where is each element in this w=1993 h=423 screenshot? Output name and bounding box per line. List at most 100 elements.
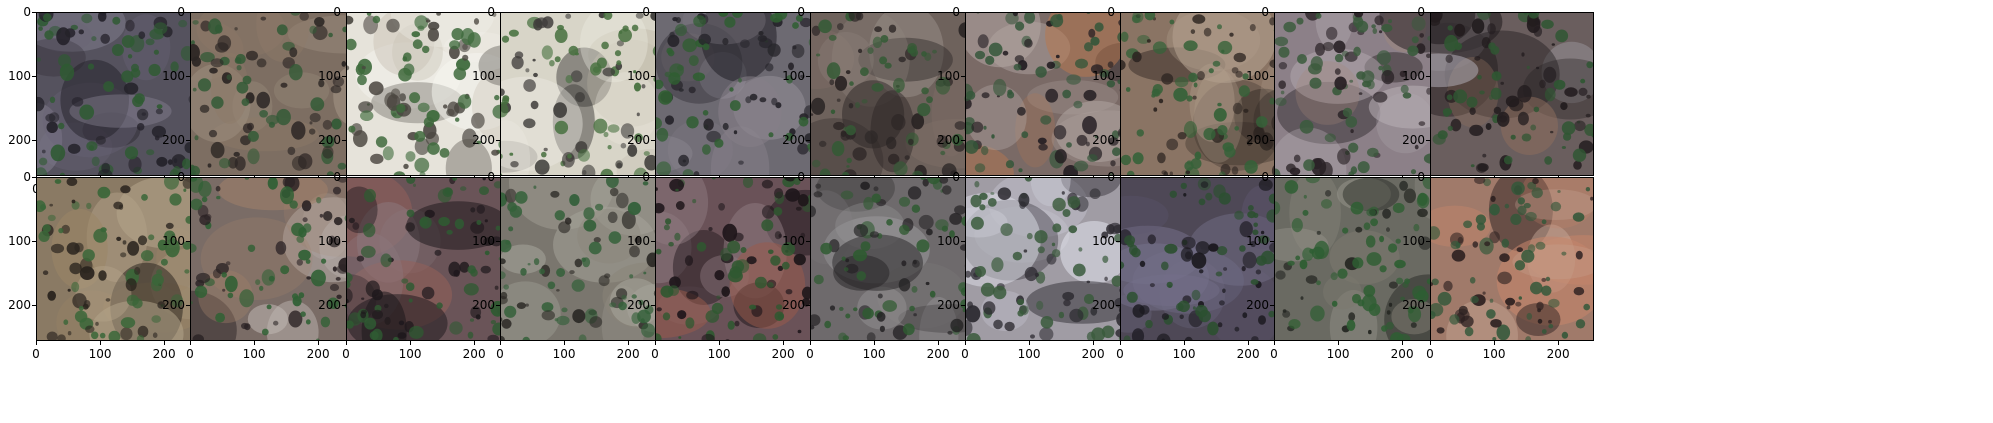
- y-tick-label: 200: [937, 298, 960, 313]
- y-tick-mark: [496, 76, 500, 78]
- x-tick-mark: [1274, 341, 1275, 345]
- y-tick-label: 100: [162, 69, 185, 84]
- x-tick-mark: [719, 341, 721, 345]
- y-tick-label: 200: [1402, 298, 1425, 313]
- x-tick-label: 200: [306, 347, 330, 361]
- x-tick-mark: [1494, 341, 1496, 345]
- x-tick-label: 0: [1270, 347, 1278, 361]
- x-tick-mark: [1184, 341, 1186, 345]
- satellite-image-tile: [1120, 12, 1284, 176]
- x-tick-label: 100: [862, 347, 886, 361]
- x-tick-mark: [100, 341, 102, 345]
- y-tick-mark: [342, 76, 346, 78]
- y-tick-label: 0: [487, 5, 495, 19]
- y-tick-mark: [32, 140, 36, 142]
- y-tick-label: 100: [937, 69, 960, 84]
- y-tick-label: 0: [797, 5, 805, 19]
- y-tick-mark: [1270, 140, 1274, 142]
- y-tick-label: 200: [627, 298, 650, 313]
- y-tick-label: 200: [1092, 133, 1115, 148]
- y-tick-mark: [806, 76, 810, 78]
- y-tick-mark: [1270, 305, 1274, 307]
- y-tick-mark: [1426, 241, 1430, 243]
- satellite-image-tile: [36, 12, 200, 176]
- y-tick-mark: [186, 177, 190, 178]
- y-tick-label: 100: [472, 69, 495, 84]
- satellite-image-tile: [965, 177, 1129, 341]
- x-tick-label: 200: [1546, 347, 1570, 361]
- x-tick-mark: [965, 341, 966, 345]
- x-tick-label: 100: [552, 347, 576, 361]
- y-tick-mark: [1426, 305, 1430, 307]
- x-tick-mark: [1402, 341, 1404, 345]
- y-tick-label: 200: [782, 298, 805, 313]
- y-tick-label: 200: [8, 133, 31, 148]
- y-tick-mark: [961, 305, 965, 307]
- y-tick-label: 100: [937, 234, 960, 249]
- y-tick-label: 0: [177, 170, 185, 184]
- y-tick-label: 200: [162, 298, 185, 313]
- y-tick-label: 100: [1246, 234, 1269, 249]
- x-tick-mark: [783, 341, 785, 345]
- satellite-image-tile: [655, 177, 819, 341]
- y-tick-mark: [651, 241, 655, 243]
- x-tick-mark: [810, 341, 811, 345]
- y-tick-mark: [342, 140, 346, 142]
- y-tick-mark: [961, 76, 965, 78]
- y-tick-mark: [342, 12, 346, 13]
- x-tick-mark: [1093, 341, 1095, 345]
- satellite-image-tile: [810, 12, 974, 176]
- x-tick-mark: [410, 341, 412, 345]
- y-tick-label: 100: [1092, 69, 1115, 84]
- y-tick-label: 100: [8, 69, 31, 84]
- y-tick-label: 200: [1092, 298, 1115, 313]
- y-tick-label: 0: [642, 170, 650, 184]
- satellite-image-tile: [1430, 12, 1594, 176]
- y-tick-mark: [961, 177, 965, 178]
- x-tick-mark: [346, 341, 347, 345]
- satellite-image-tile: [190, 177, 354, 341]
- y-tick-mark: [186, 140, 190, 142]
- y-tick-label: 0: [1417, 5, 1425, 19]
- y-tick-mark: [1116, 177, 1120, 178]
- y-tick-label: 200: [627, 133, 650, 148]
- x-tick-label: 0: [806, 347, 814, 361]
- y-tick-label: 100: [627, 69, 650, 84]
- y-tick-mark: [1116, 12, 1120, 13]
- y-tick-label: 200: [162, 133, 185, 148]
- x-tick-label: 0: [651, 347, 659, 361]
- x-tick-mark: [1248, 341, 1250, 345]
- x-tick-label: 100: [88, 347, 112, 361]
- y-tick-label: 100: [1246, 69, 1269, 84]
- y-tick-label: 100: [1402, 234, 1425, 249]
- x-tick-label: 100: [1326, 347, 1350, 361]
- satellite-image-tile: [346, 177, 510, 341]
- x-tick-label: 200: [926, 347, 950, 361]
- x-tick-label: 100: [707, 347, 731, 361]
- y-tick-label: 0: [1261, 5, 1269, 19]
- y-tick-label: 200: [8, 298, 31, 313]
- y-tick-mark: [1426, 140, 1430, 142]
- satellite-image-tile: [346, 12, 510, 176]
- y-tick-mark: [1426, 76, 1430, 78]
- y-tick-mark: [32, 305, 36, 307]
- y-tick-mark: [651, 12, 655, 13]
- y-tick-label: 100: [782, 69, 805, 84]
- x-tick-mark: [628, 341, 630, 345]
- image-panel: 0 100 200 0 100 200: [782, 170, 974, 361]
- y-tick-label: 0: [797, 170, 805, 184]
- y-tick-mark: [1116, 76, 1120, 78]
- y-tick-mark: [1116, 140, 1120, 142]
- y-tick-mark: [806, 177, 810, 178]
- y-tick-label: 100: [627, 234, 650, 249]
- y-tick-mark: [1270, 12, 1274, 13]
- x-tick-mark: [1120, 341, 1121, 345]
- x-tick-label: 0: [1116, 347, 1124, 361]
- y-tick-mark: [496, 177, 500, 178]
